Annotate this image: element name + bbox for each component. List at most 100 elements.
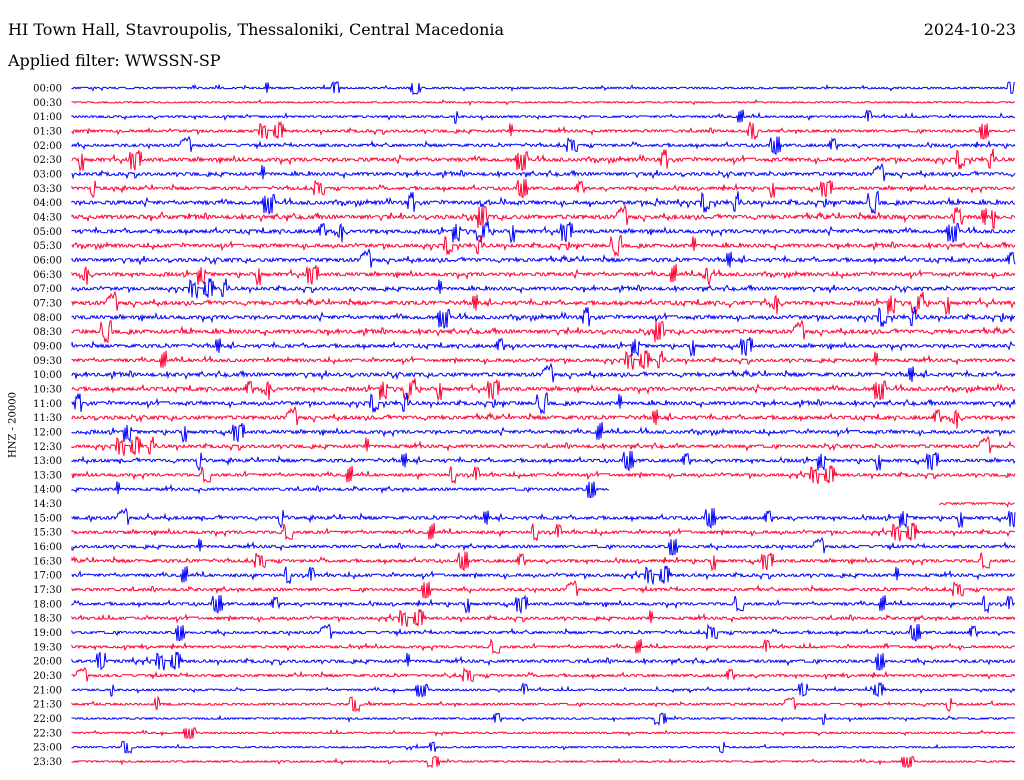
seismic-trace [71,148,1016,172]
row-time-label: 23:30 [33,757,62,768]
seismic-trace [71,435,1016,456]
seismic-trace [71,306,1016,329]
row-time-label: 22:30 [33,728,62,739]
seismic-trace [71,362,1016,383]
row-time-label: 00:30 [33,98,62,109]
seismic-trace [71,203,1016,230]
seismic-trace [71,507,1016,529]
row-time-label: 15:00 [33,513,62,524]
seismic-trace [939,501,1015,508]
row-time-label: 11:00 [33,399,62,410]
row-time-label: 06:00 [33,255,62,266]
row-time-label: 04:00 [33,198,62,209]
row-time-label: 13:30 [33,470,62,481]
row-time-label: 01:00 [33,112,62,123]
seismic-trace [71,651,1016,671]
row-time-label: 03:00 [33,169,62,180]
seismic-trace [71,263,1016,286]
seismic-trace [71,378,1016,402]
seismic-trace [71,392,1016,416]
seismic-trace [71,681,1016,698]
seismic-trace [71,290,1016,316]
row-time-label: 17:00 [33,571,62,582]
seismic-trace [71,162,1016,182]
row-time-label: 20:30 [33,671,62,682]
seismic-trace [71,234,1016,258]
seismic-trace [71,319,1016,344]
seismic-trace [71,109,1016,125]
seismic-trace [71,247,1016,268]
seismic-trace [71,220,1016,244]
seismic-trace [71,405,1016,429]
seismic-trace [71,551,1016,572]
station-title: HI Town Hall, Stavroupolis, Thessaloniki… [8,20,505,39]
row-time-label: 14:00 [33,485,62,496]
seismic-trace [71,712,1015,727]
row-time-label: 01:30 [33,126,62,137]
seismic-trace [71,98,1016,107]
seismic-trace [71,594,1016,615]
row-time-label: 19:30 [33,642,62,653]
row-time-label: 19:00 [33,628,62,639]
date-label: 2024-10-23 [923,20,1016,39]
row-time-label: 18:00 [33,599,62,610]
row-time-label: 18:30 [33,614,62,625]
seismic-trace [71,278,1015,299]
seismic-trace [71,481,610,499]
seismic-trace [71,190,1015,215]
row-time-label: 00:00 [33,84,62,95]
row-time-label: 15:30 [33,528,62,539]
row-time-label: 05:30 [33,241,62,252]
row-time-label: 21:00 [33,685,62,696]
seismic-trace [71,350,1016,370]
seismic-trace [71,337,1016,358]
row-time-label: 04:30 [33,212,62,223]
seismic-trace [71,565,1016,585]
row-time-label: 16:00 [33,542,62,553]
seismic-trace [71,536,1016,556]
seismic-trace [71,727,1016,740]
row-time-label: 08:00 [33,313,62,324]
row-time-label: 02:00 [33,141,62,152]
row-time-label: 12:00 [33,427,62,438]
row-time-label: 10:00 [33,370,62,381]
row-time-label: 07:30 [33,298,62,309]
row-time-label: 12:30 [33,442,62,453]
row-time-label: 02:30 [33,155,62,166]
seismic-trace [71,421,1016,444]
row-time-label: 13:00 [33,456,62,467]
seismic-trace [71,740,1016,754]
row-time-label: 06:30 [33,270,62,281]
row-time-label: 11:30 [33,413,62,424]
row-time-label: 09:30 [33,356,62,367]
row-time-label: 16:30 [33,556,62,567]
seismic-trace [71,120,1016,141]
row-time-label: 09:00 [33,341,62,352]
row-time-label: 05:00 [33,227,62,238]
row-time-label: 21:30 [33,700,62,711]
seismic-trace [71,81,1016,96]
filter-label: Applied filter: WWSSN-SP [8,51,221,70]
seismic-trace [71,135,1016,156]
seismic-trace [71,450,1016,472]
seismic-trace [71,609,1016,627]
row-time-label: 03:30 [33,184,62,195]
row-time-label: 23:00 [33,743,62,754]
seismic-trace [71,666,1016,682]
row-time-label: 20:00 [33,657,62,668]
row-time-label: 14:30 [33,499,62,510]
seismic-trace [71,755,1016,769]
row-time-label: 17:30 [33,585,62,596]
row-time-label: 10:30 [33,384,62,395]
seismic-trace [71,579,1016,599]
row-time-label: 22:00 [33,714,62,725]
seismic-trace [71,695,1016,713]
seismic-trace [71,638,1016,655]
row-time-label: 07:00 [33,284,62,295]
seismic-trace [71,179,1016,199]
seismic-trace [71,623,1016,642]
row-time-label: 08:30 [33,327,62,338]
seismic-trace [71,465,1016,485]
seismic-trace [71,522,1016,542]
